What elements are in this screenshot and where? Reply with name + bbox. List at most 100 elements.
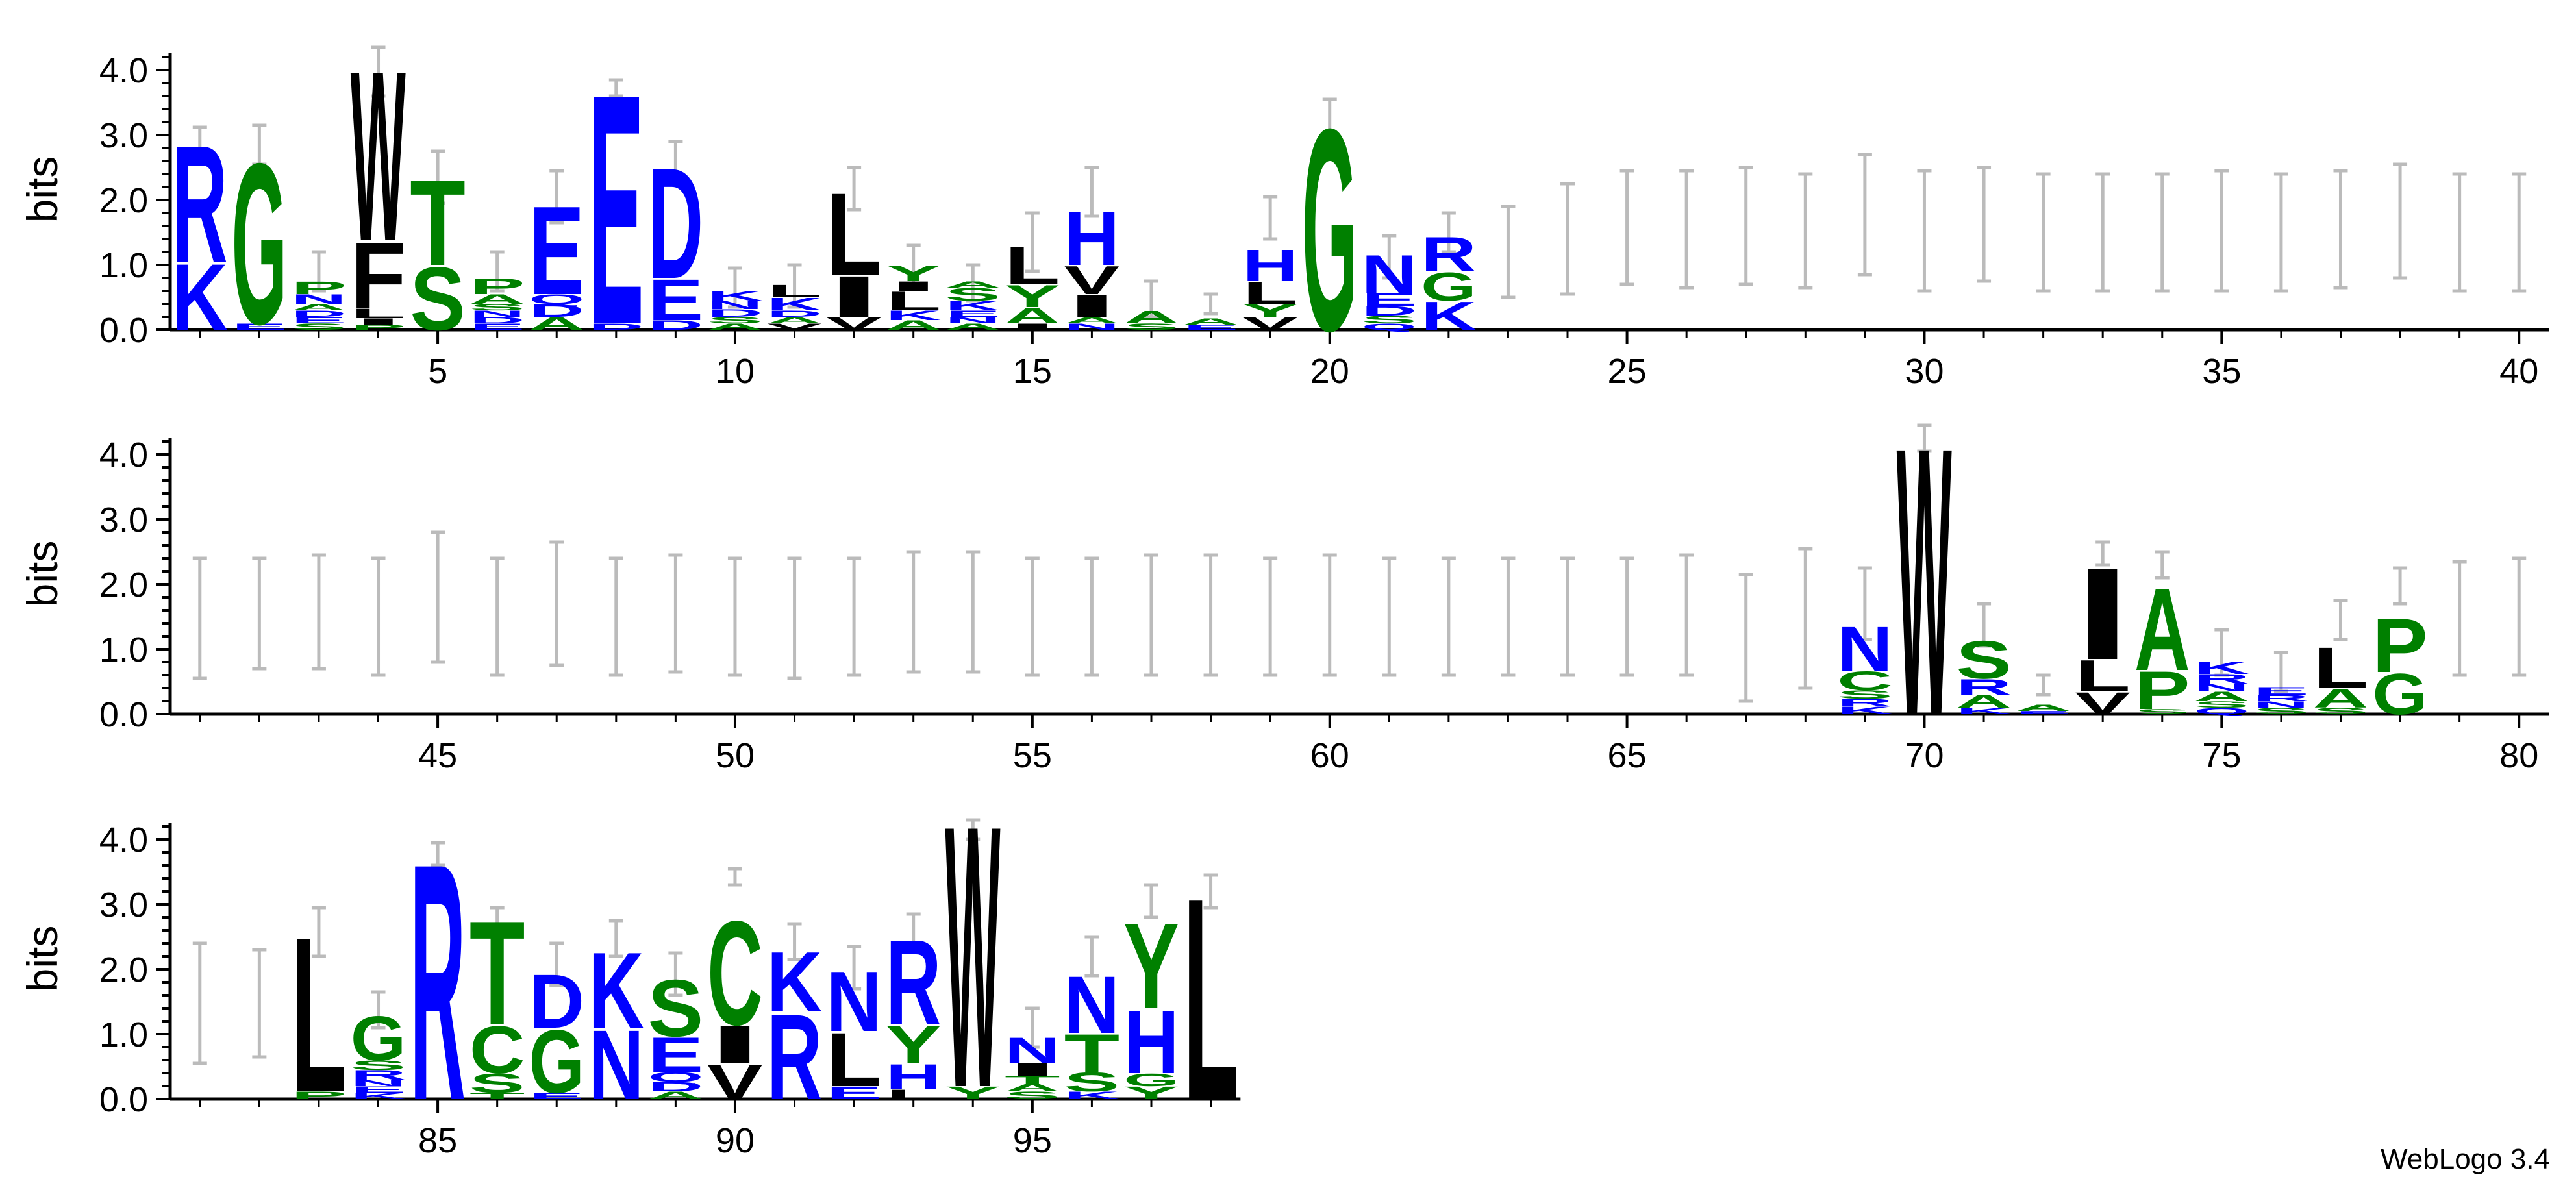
x-tick-label: 40 xyxy=(2499,352,2538,391)
logo-letter-r: R xyxy=(767,989,823,1125)
logo-letter-s: S xyxy=(291,322,347,332)
logo-letter-g: G xyxy=(1123,1070,1179,1090)
logo-letter-k: K xyxy=(1064,1089,1120,1102)
logo-letter-n: N xyxy=(1362,243,1418,304)
logo-letter-q: Q xyxy=(2194,706,2250,716)
y-tick-label: 4.0 xyxy=(99,821,148,860)
logo-letter-l: L xyxy=(767,281,823,301)
logo-letter-i: I xyxy=(826,264,882,330)
logo-letter-h: H xyxy=(1242,240,1298,291)
logo-letter-k: K xyxy=(767,294,823,314)
logo-letter-r: R xyxy=(1421,227,1477,282)
logo-letter-y: Y xyxy=(1005,279,1060,314)
logo-letter-d: D xyxy=(767,308,823,318)
logo-letter-a: A xyxy=(1183,316,1239,326)
logo-letter-v: V xyxy=(1064,258,1119,303)
logo-letter-r: R xyxy=(1956,675,2012,700)
y-tick-label: 3.0 xyxy=(99,886,148,924)
logo-letter-a: A xyxy=(2313,683,2369,713)
logo-letter-p: P xyxy=(469,274,525,299)
logo-letter-s: S xyxy=(707,316,763,326)
logo-letter-w: W xyxy=(1897,368,1953,795)
logo-letter-s: S xyxy=(469,1069,525,1098)
logo-letter-r: R xyxy=(886,915,942,1050)
logo-letter-c: C xyxy=(469,1012,525,1088)
logo-letter-l: L xyxy=(886,1087,942,1102)
logo-letter-d: D xyxy=(648,317,704,332)
footer-text: WebLogo 3.4 xyxy=(2381,1143,2550,1175)
logo-letter-e: E xyxy=(1362,290,1418,310)
logo-letter-p: P xyxy=(291,1089,347,1102)
y-tick-label: 3.0 xyxy=(99,116,148,155)
logo-letter-s: S xyxy=(1837,688,1893,701)
logo-letter-s: S xyxy=(2194,700,2250,710)
logo-letter-d: D xyxy=(529,301,584,321)
x-tick-label: 70 xyxy=(1905,736,1944,775)
logo-letter-r: R xyxy=(1837,697,1893,709)
y-tick-label: 2.0 xyxy=(99,950,148,989)
y-tick-label: 3.0 xyxy=(99,501,148,539)
logo-letter-w: W xyxy=(351,19,406,291)
logo-letter-n: N xyxy=(707,299,763,312)
logo-letter-n: N xyxy=(1005,1030,1060,1071)
logo-letter-g: G xyxy=(2372,662,2428,726)
logo-letter-y: Y xyxy=(1242,301,1298,321)
logo-letter-e: E xyxy=(588,26,644,393)
logo-letter-e: E xyxy=(232,322,288,332)
y-tick-label: 1.0 xyxy=(99,246,148,285)
logo-letter-d: D xyxy=(648,135,704,312)
logo-letter-g: G xyxy=(1421,264,1477,309)
logo-letter-l: L xyxy=(2313,635,2369,700)
logo-letter-n: N xyxy=(469,308,525,318)
x-tick-label: 55 xyxy=(1013,736,1052,775)
logo-letter-k: K xyxy=(1837,704,1893,717)
logo-letter-p: P xyxy=(2134,660,2190,721)
logo-letter-e: E xyxy=(945,309,1001,319)
logo-letter-i: I xyxy=(1005,1060,1060,1080)
logo-letter-l: L xyxy=(2075,651,2131,701)
logo-letter-a: A xyxy=(707,321,763,331)
logo-letter-c: C xyxy=(1837,665,1893,695)
logo-letter-s: S xyxy=(469,303,525,313)
logo-letter-t: T xyxy=(469,1091,525,1101)
x-tick-label: 5 xyxy=(428,352,447,391)
logo-letter-a: A xyxy=(291,302,347,312)
logo-letter-a: A xyxy=(1005,303,1060,328)
logo-letter-n: N xyxy=(1064,321,1120,331)
logo-letter-e: E xyxy=(648,267,704,333)
logo-letter-h: H xyxy=(1064,196,1120,282)
logo-letter-l: L xyxy=(1183,838,1239,1160)
logo-letter-a: A xyxy=(529,314,584,334)
logo-letter-e: E xyxy=(291,316,347,326)
logo-letter-y: Y xyxy=(1123,899,1179,1035)
logo-letter-y: Y xyxy=(886,261,942,286)
logo-letter-e: E xyxy=(529,180,584,321)
x-tick-label: 85 xyxy=(418,1121,457,1160)
logo-letter-k: K xyxy=(886,308,942,323)
logo-letter-d: D xyxy=(469,315,525,325)
logo-letter-q: Q xyxy=(1362,321,1418,332)
logo-letter-k: K xyxy=(707,288,763,303)
y-axis-title: bits xyxy=(18,156,66,223)
y-tick-label: 0.0 xyxy=(99,1080,148,1119)
logo-letter-a: A xyxy=(469,291,525,306)
logo-letter-t: T xyxy=(469,891,525,1057)
logo-letter-w: W xyxy=(945,749,1001,1166)
logo-letter-s: S xyxy=(1005,1089,1060,1102)
logo-letter-s: S xyxy=(351,1058,406,1072)
logo-letter-v: V xyxy=(1242,314,1297,334)
logo-letter-i: I xyxy=(1064,288,1120,323)
logo-letter-i: I xyxy=(2075,541,2131,688)
logo-letter-n: N xyxy=(291,291,347,306)
logo-letter-p: P xyxy=(291,278,347,298)
x-tick-label: 60 xyxy=(1310,736,1349,775)
logo-letter-n: N xyxy=(826,953,882,1049)
logo-letter-p: P xyxy=(2372,603,2428,689)
x-tick-label: 10 xyxy=(716,352,755,391)
logo-letter-l: L xyxy=(291,892,347,1139)
y-tick-label: 0.0 xyxy=(99,311,148,350)
logo-letter-q: Q xyxy=(648,1069,704,1084)
logo-letter-k: K xyxy=(767,934,823,1030)
x-tick-label: 15 xyxy=(1013,352,1052,391)
